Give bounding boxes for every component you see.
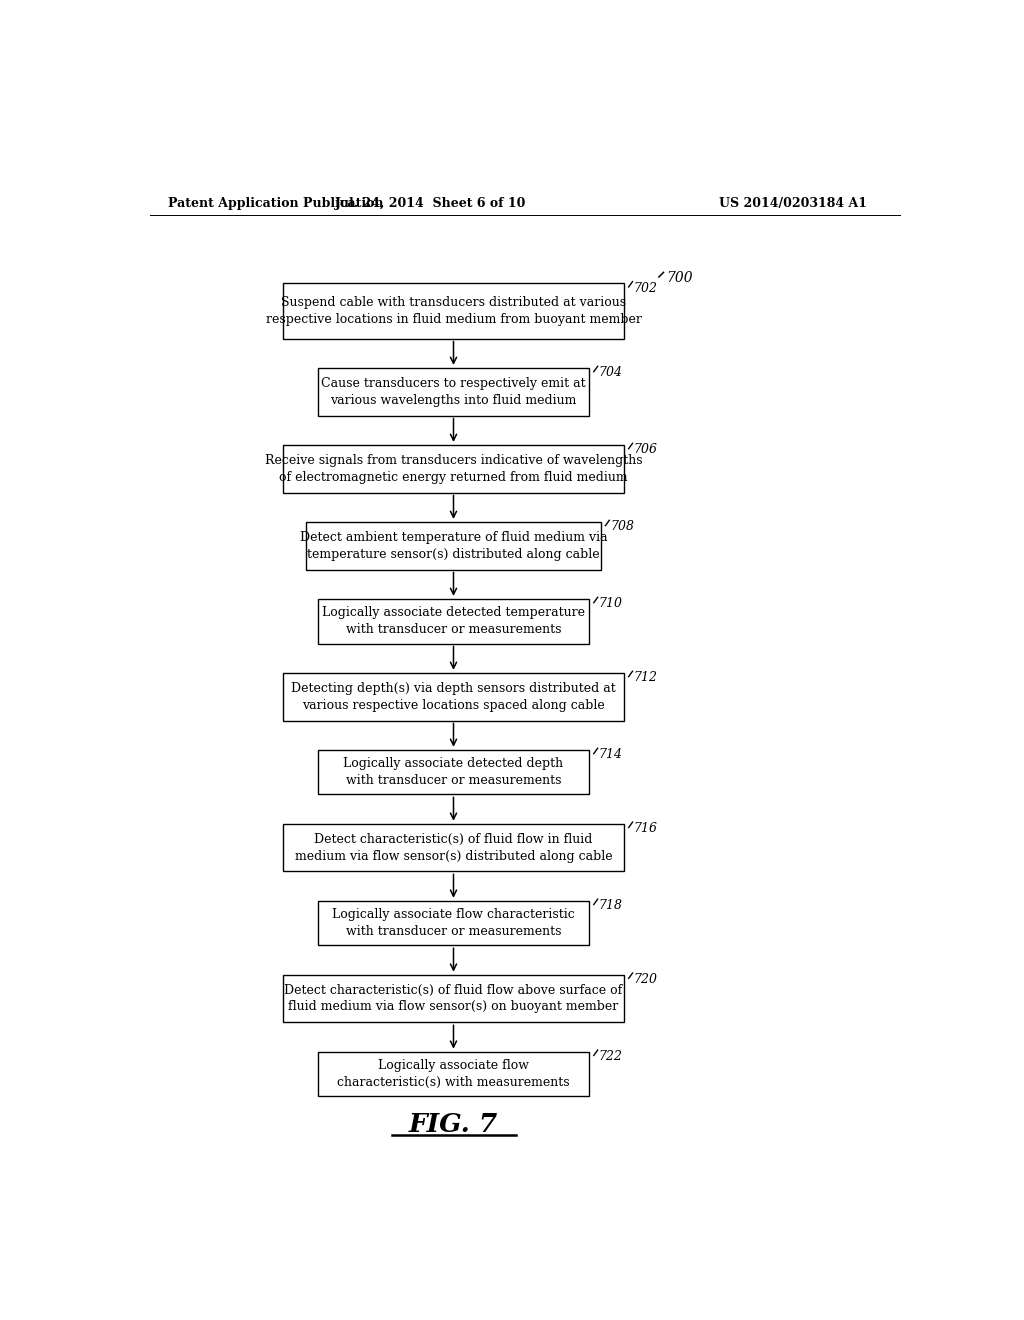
Text: Cause transducers to respectively emit at
various wavelengths into fluid medium: Cause transducers to respectively emit a… [322, 376, 586, 407]
Bar [283, 284, 624, 339]
Text: Jul. 24, 2014  Sheet 6 of 10: Jul. 24, 2014 Sheet 6 of 10 [335, 197, 526, 210]
Bar [317, 599, 589, 644]
Text: Receive signals from transducers indicative of wavelengths
of electromagnetic en: Receive signals from transducers indicat… [264, 454, 642, 483]
Text: Logically associate flow
characteristic(s) with measurements: Logically associate flow characteristic(… [337, 1059, 569, 1089]
Text: US 2014/0203184 A1: US 2014/0203184 A1 [719, 197, 867, 210]
Text: Patent Application Publication: Patent Application Publication [168, 197, 384, 210]
Text: Detect characteristic(s) of fluid flow above surface of
fluid medium via flow se: Detect characteristic(s) of fluid flow a… [285, 983, 623, 1014]
Bar [317, 900, 589, 945]
Text: Detecting depth(s) via depth sensors distributed at
various respective locations: Detecting depth(s) via depth sensors dis… [291, 681, 615, 711]
Text: Logically associate detected depth
with transducer or measurements: Logically associate detected depth with … [343, 758, 563, 787]
Text: 700: 700 [666, 271, 692, 285]
Text: Suspend cable with transducers distributed at various
respective locations in fl: Suspend cable with transducers distribut… [265, 296, 641, 326]
Bar [283, 445, 624, 492]
Text: 710: 710 [598, 598, 623, 610]
Bar [317, 750, 589, 795]
Text: 706: 706 [633, 444, 657, 457]
Bar [283, 974, 624, 1022]
Bar [317, 368, 589, 416]
Bar [317, 1052, 589, 1096]
Text: 720: 720 [633, 973, 657, 986]
Text: 716: 716 [633, 822, 657, 836]
Bar [283, 673, 624, 721]
Text: 708: 708 [610, 520, 634, 533]
Text: 704: 704 [598, 367, 623, 379]
Text: 718: 718 [598, 899, 623, 912]
Text: Logically associate flow characteristic
with transducer or measurements: Logically associate flow characteristic … [332, 908, 574, 939]
Text: 702: 702 [633, 281, 657, 294]
Text: Detect ambient temperature of fluid medium via
temperature sensor(s) distributed: Detect ambient temperature of fluid medi… [300, 531, 607, 561]
Text: FIG. 7: FIG. 7 [409, 1113, 498, 1138]
Bar [283, 824, 624, 871]
Text: Detect characteristic(s) of fluid flow in fluid
medium via flow sensor(s) distri: Detect characteristic(s) of fluid flow i… [295, 833, 612, 862]
Text: 712: 712 [633, 671, 657, 684]
Text: 714: 714 [598, 748, 623, 762]
Text: 722: 722 [598, 1051, 623, 1063]
Bar [306, 521, 601, 570]
Text: Logically associate detected temperature
with transducer or measurements: Logically associate detected temperature… [322, 606, 585, 636]
